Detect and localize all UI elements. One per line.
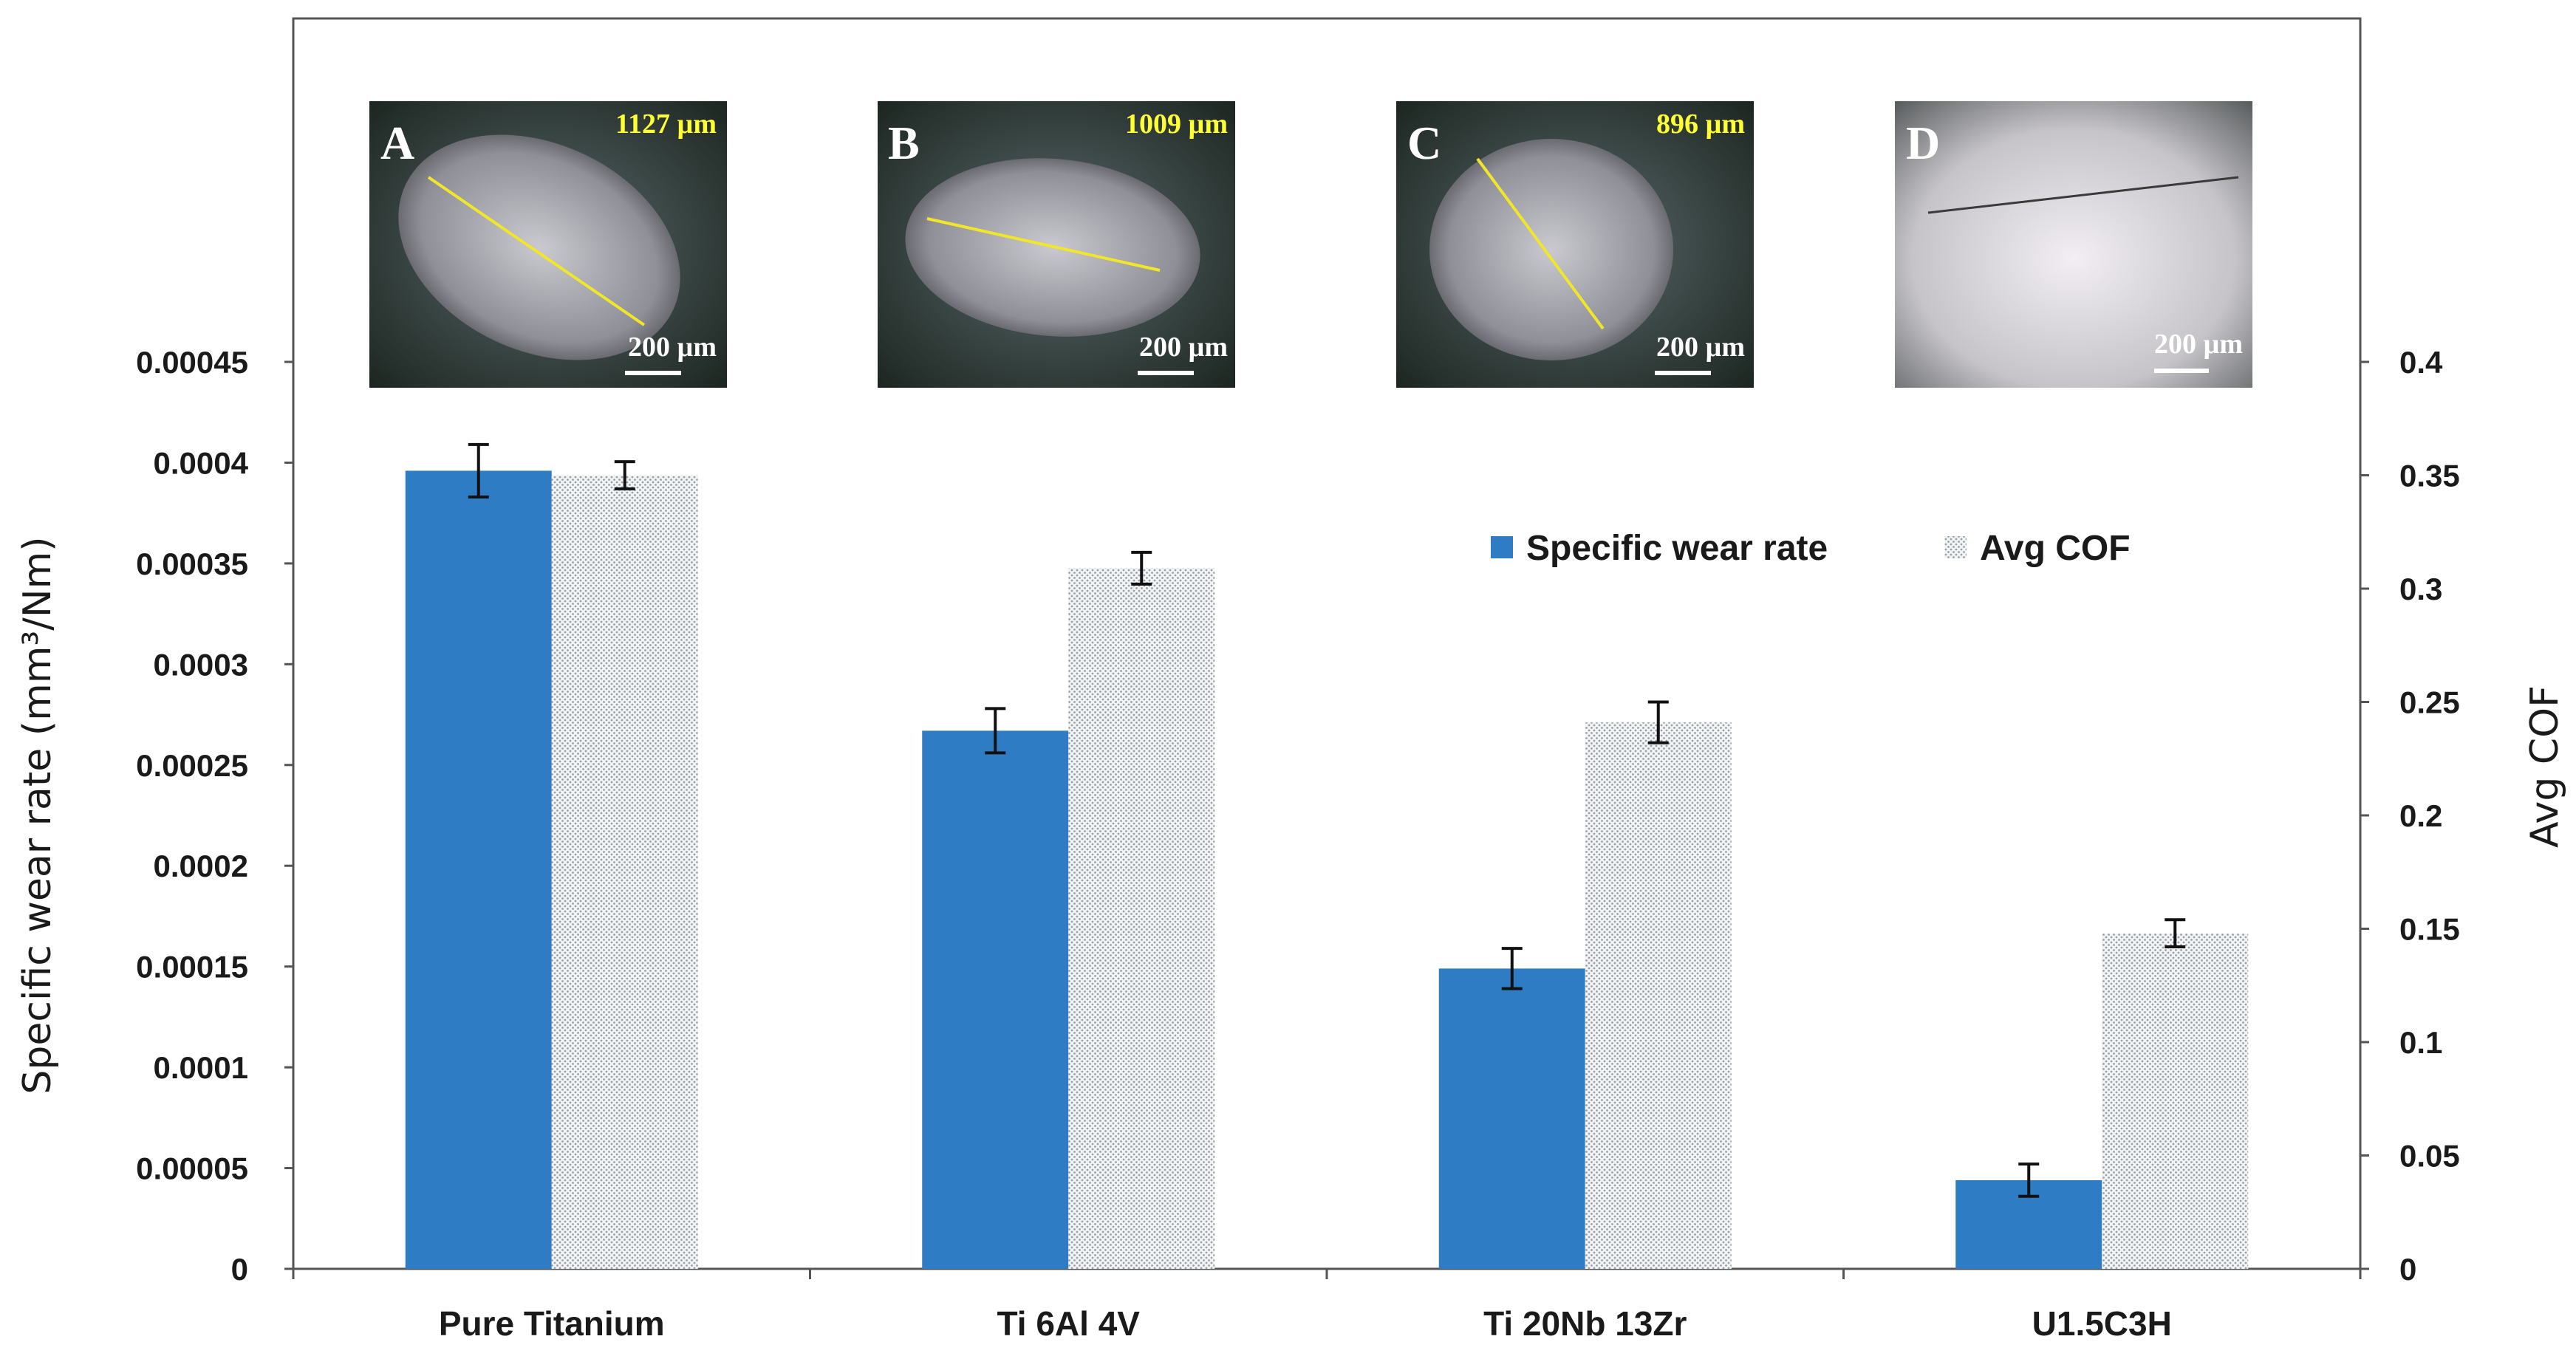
legend: Specific wear rate Avg COF bbox=[1491, 529, 2131, 568]
inset-d: D 200 µm bbox=[1895, 101, 2252, 388]
error-bar bbox=[2018, 1162, 2040, 1198]
right-tick-label: 0.1 bbox=[2399, 1025, 2442, 1060]
inset-dimension: 1127 µm bbox=[615, 109, 717, 140]
inset-scale-label: 200 µm bbox=[1656, 332, 1745, 363]
inset-dimension: 1009 µm bbox=[1125, 109, 1228, 140]
right-tick-label: 0.3 bbox=[2399, 572, 2442, 606]
inset-a: A 1127 µm 200 µm bbox=[369, 101, 727, 388]
category-label: Pure Titanium bbox=[439, 1304, 665, 1343]
category-label: Ti 20Nb 13Zr bbox=[1483, 1304, 1687, 1343]
inset-c: C 896 µm 200 µm bbox=[1396, 101, 1754, 388]
diameter-arrow bbox=[427, 176, 646, 326]
right-tick-label: 0.2 bbox=[2399, 798, 2442, 833]
bar-wear-rate bbox=[1438, 968, 1585, 1269]
right-tick-label: 0.15 bbox=[2399, 912, 2460, 947]
bar-wear-rate bbox=[922, 730, 1069, 1269]
left-axis-title: Specific wear rate (mm³/Nm) bbox=[16, 536, 60, 1094]
error-bar bbox=[2165, 918, 2186, 949]
inset-dimension: 896 µm bbox=[1656, 109, 1745, 140]
left-tick-label: 0.00045 bbox=[136, 345, 248, 380]
error-bar bbox=[468, 442, 489, 499]
inset-letter: A bbox=[380, 117, 414, 169]
bar-avg-cof bbox=[1585, 722, 1732, 1269]
legend-label-cof: Avg COF bbox=[1980, 529, 2131, 568]
left-tick-label: 0 bbox=[231, 1252, 248, 1287]
category-label: U1.5C3H bbox=[2032, 1304, 2172, 1343]
right-axis-title: Avg COF bbox=[2523, 685, 2567, 848]
right-tick-label: 0.25 bbox=[2399, 685, 2460, 720]
inset-scale-label: 200 µm bbox=[2154, 329, 2243, 360]
bars bbox=[405, 470, 2249, 1269]
left-axis-ticks: 0 0.00005 0.0001 0.00015 0.0002 0.00025 0.0003… bbox=[136, 345, 293, 1287]
bar-avg-cof bbox=[2102, 933, 2249, 1269]
left-tick-label: 0.0001 bbox=[154, 1050, 248, 1085]
left-tick-label: 0.00015 bbox=[136, 950, 248, 985]
wear-scar bbox=[1429, 139, 1673, 360]
inset-b: B 1009 µm 200 µm bbox=[878, 101, 1235, 388]
bar-wear-rate bbox=[405, 470, 552, 1269]
category-label: Ti 6Al 4V bbox=[997, 1304, 1141, 1343]
inset-scale-label: 200 µm bbox=[628, 332, 717, 363]
inset-letter: C bbox=[1407, 117, 1441, 169]
left-tick-label: 0.00035 bbox=[136, 547, 248, 581]
error-bar bbox=[1501, 947, 1523, 990]
legend-swatch-wear bbox=[1491, 536, 1513, 558]
bar-avg-cof bbox=[551, 475, 698, 1269]
inset-letter: B bbox=[888, 117, 920, 169]
error-bar bbox=[614, 460, 635, 490]
right-tick-label: 0.35 bbox=[2399, 459, 2460, 493]
right-tick-label: 0.05 bbox=[2399, 1139, 2460, 1174]
diameter-arrow bbox=[926, 217, 1161, 272]
wear-scar bbox=[398, 134, 680, 360]
bar-avg-cof bbox=[1068, 568, 1215, 1269]
right-tick-label: 0 bbox=[2399, 1252, 2416, 1287]
inset-letter: D bbox=[1906, 117, 1940, 169]
left-tick-label: 0.0003 bbox=[154, 647, 248, 682]
right-axis-ticks: 0 0.05 0.1 0.15 0.2 0.25 0.3 0.35 0.4 bbox=[2360, 345, 2460, 1287]
legend-label-wear: Specific wear rate bbox=[1526, 529, 1828, 568]
inset-scale-label: 200 µm bbox=[1139, 332, 1228, 363]
left-tick-label: 0.00005 bbox=[136, 1151, 248, 1186]
category-labels: Pure Titanium Ti 6Al 4V Ti 20Nb 13Zr U1.5C3… bbox=[439, 1304, 2172, 1343]
legend-swatch-cof bbox=[1944, 536, 1967, 558]
error-bar bbox=[1647, 700, 1669, 744]
error-bars bbox=[468, 442, 2186, 1198]
left-tick-label: 0.00025 bbox=[136, 748, 248, 783]
left-tick-label: 0.0004 bbox=[154, 445, 249, 480]
x-axis-ticks bbox=[292, 1269, 2362, 1279]
right-tick-label: 0.4 bbox=[2399, 345, 2443, 380]
error-bar bbox=[985, 707, 1006, 755]
diameter-arrow bbox=[1476, 157, 1605, 330]
error-bar bbox=[1131, 550, 1152, 586]
left-tick-label: 0.0002 bbox=[154, 849, 248, 883]
scratch-line bbox=[1927, 176, 2239, 214]
